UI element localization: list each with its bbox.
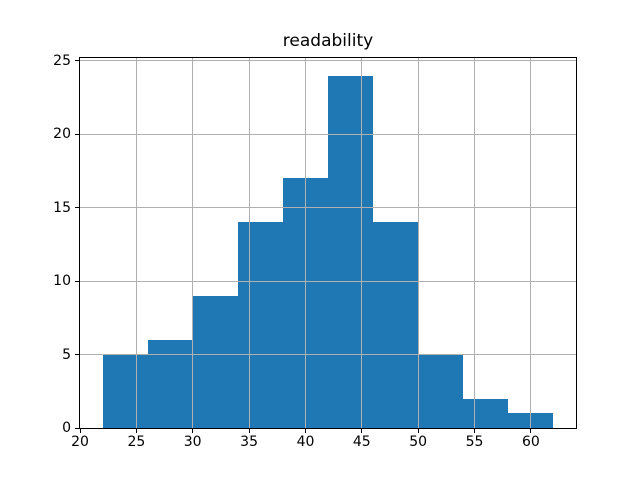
y-tick-label: 0 xyxy=(62,420,71,436)
gridline-vertical xyxy=(361,58,363,428)
x-tick-label: 60 xyxy=(521,434,540,450)
y-tick-mark xyxy=(75,354,79,356)
gridline-horizontal xyxy=(80,133,576,135)
histogram-bar xyxy=(373,222,419,428)
gridline-horizontal xyxy=(80,60,576,62)
histogram-bar xyxy=(102,354,148,428)
x-tick-mark xyxy=(305,429,306,433)
x-tick-label: 20 xyxy=(71,434,89,450)
x-tick-label: 45 xyxy=(352,434,371,450)
x-tick-mark xyxy=(417,429,419,433)
gridline-horizontal xyxy=(80,354,576,356)
x-tick-label: 55 xyxy=(465,434,484,450)
histogram-bar xyxy=(192,295,238,428)
x-tick-mark xyxy=(135,429,137,433)
x-tick-label: 25 xyxy=(127,434,146,450)
gridline-vertical xyxy=(417,58,419,428)
histogram-bar xyxy=(463,398,509,428)
gridline-vertical xyxy=(248,58,250,428)
x-tick-label: 50 xyxy=(409,434,428,450)
y-tick-mark xyxy=(75,60,79,62)
gridline-vertical xyxy=(305,58,306,428)
x-tick-mark xyxy=(361,429,363,433)
y-tick-label: 5 xyxy=(62,346,71,363)
plot-area xyxy=(79,57,577,429)
gridline-vertical xyxy=(474,58,475,428)
grid-layer xyxy=(80,58,576,428)
y-tick-label: 25 xyxy=(53,52,71,69)
y-tick-mark xyxy=(75,207,79,209)
x-tick-mark xyxy=(79,429,81,433)
histogram-bar xyxy=(418,354,464,428)
x-tick-mark xyxy=(248,429,250,433)
x-tick-label: 35 xyxy=(240,434,258,450)
y-tick-mark xyxy=(75,280,79,282)
histogram-bar xyxy=(237,222,283,428)
gridline-horizontal xyxy=(80,207,576,209)
gridline-vertical xyxy=(530,58,532,428)
gridline-vertical xyxy=(192,58,194,428)
x-tick-mark xyxy=(474,429,475,433)
y-tick-label: 15 xyxy=(53,199,71,216)
y-tick-mark xyxy=(75,427,79,429)
x-tick-mark xyxy=(530,429,532,433)
gridline-horizontal xyxy=(80,280,576,282)
x-tick-mark xyxy=(192,429,194,433)
x-tick-label: 40 xyxy=(296,434,315,450)
y-tick-label: 20 xyxy=(53,126,71,143)
chart-title: readability xyxy=(282,31,374,51)
x-tick-label: 30 xyxy=(183,434,202,450)
y-tick-label: 10 xyxy=(53,273,71,290)
y-tick-mark xyxy=(75,133,79,135)
gridline-vertical xyxy=(135,58,137,428)
